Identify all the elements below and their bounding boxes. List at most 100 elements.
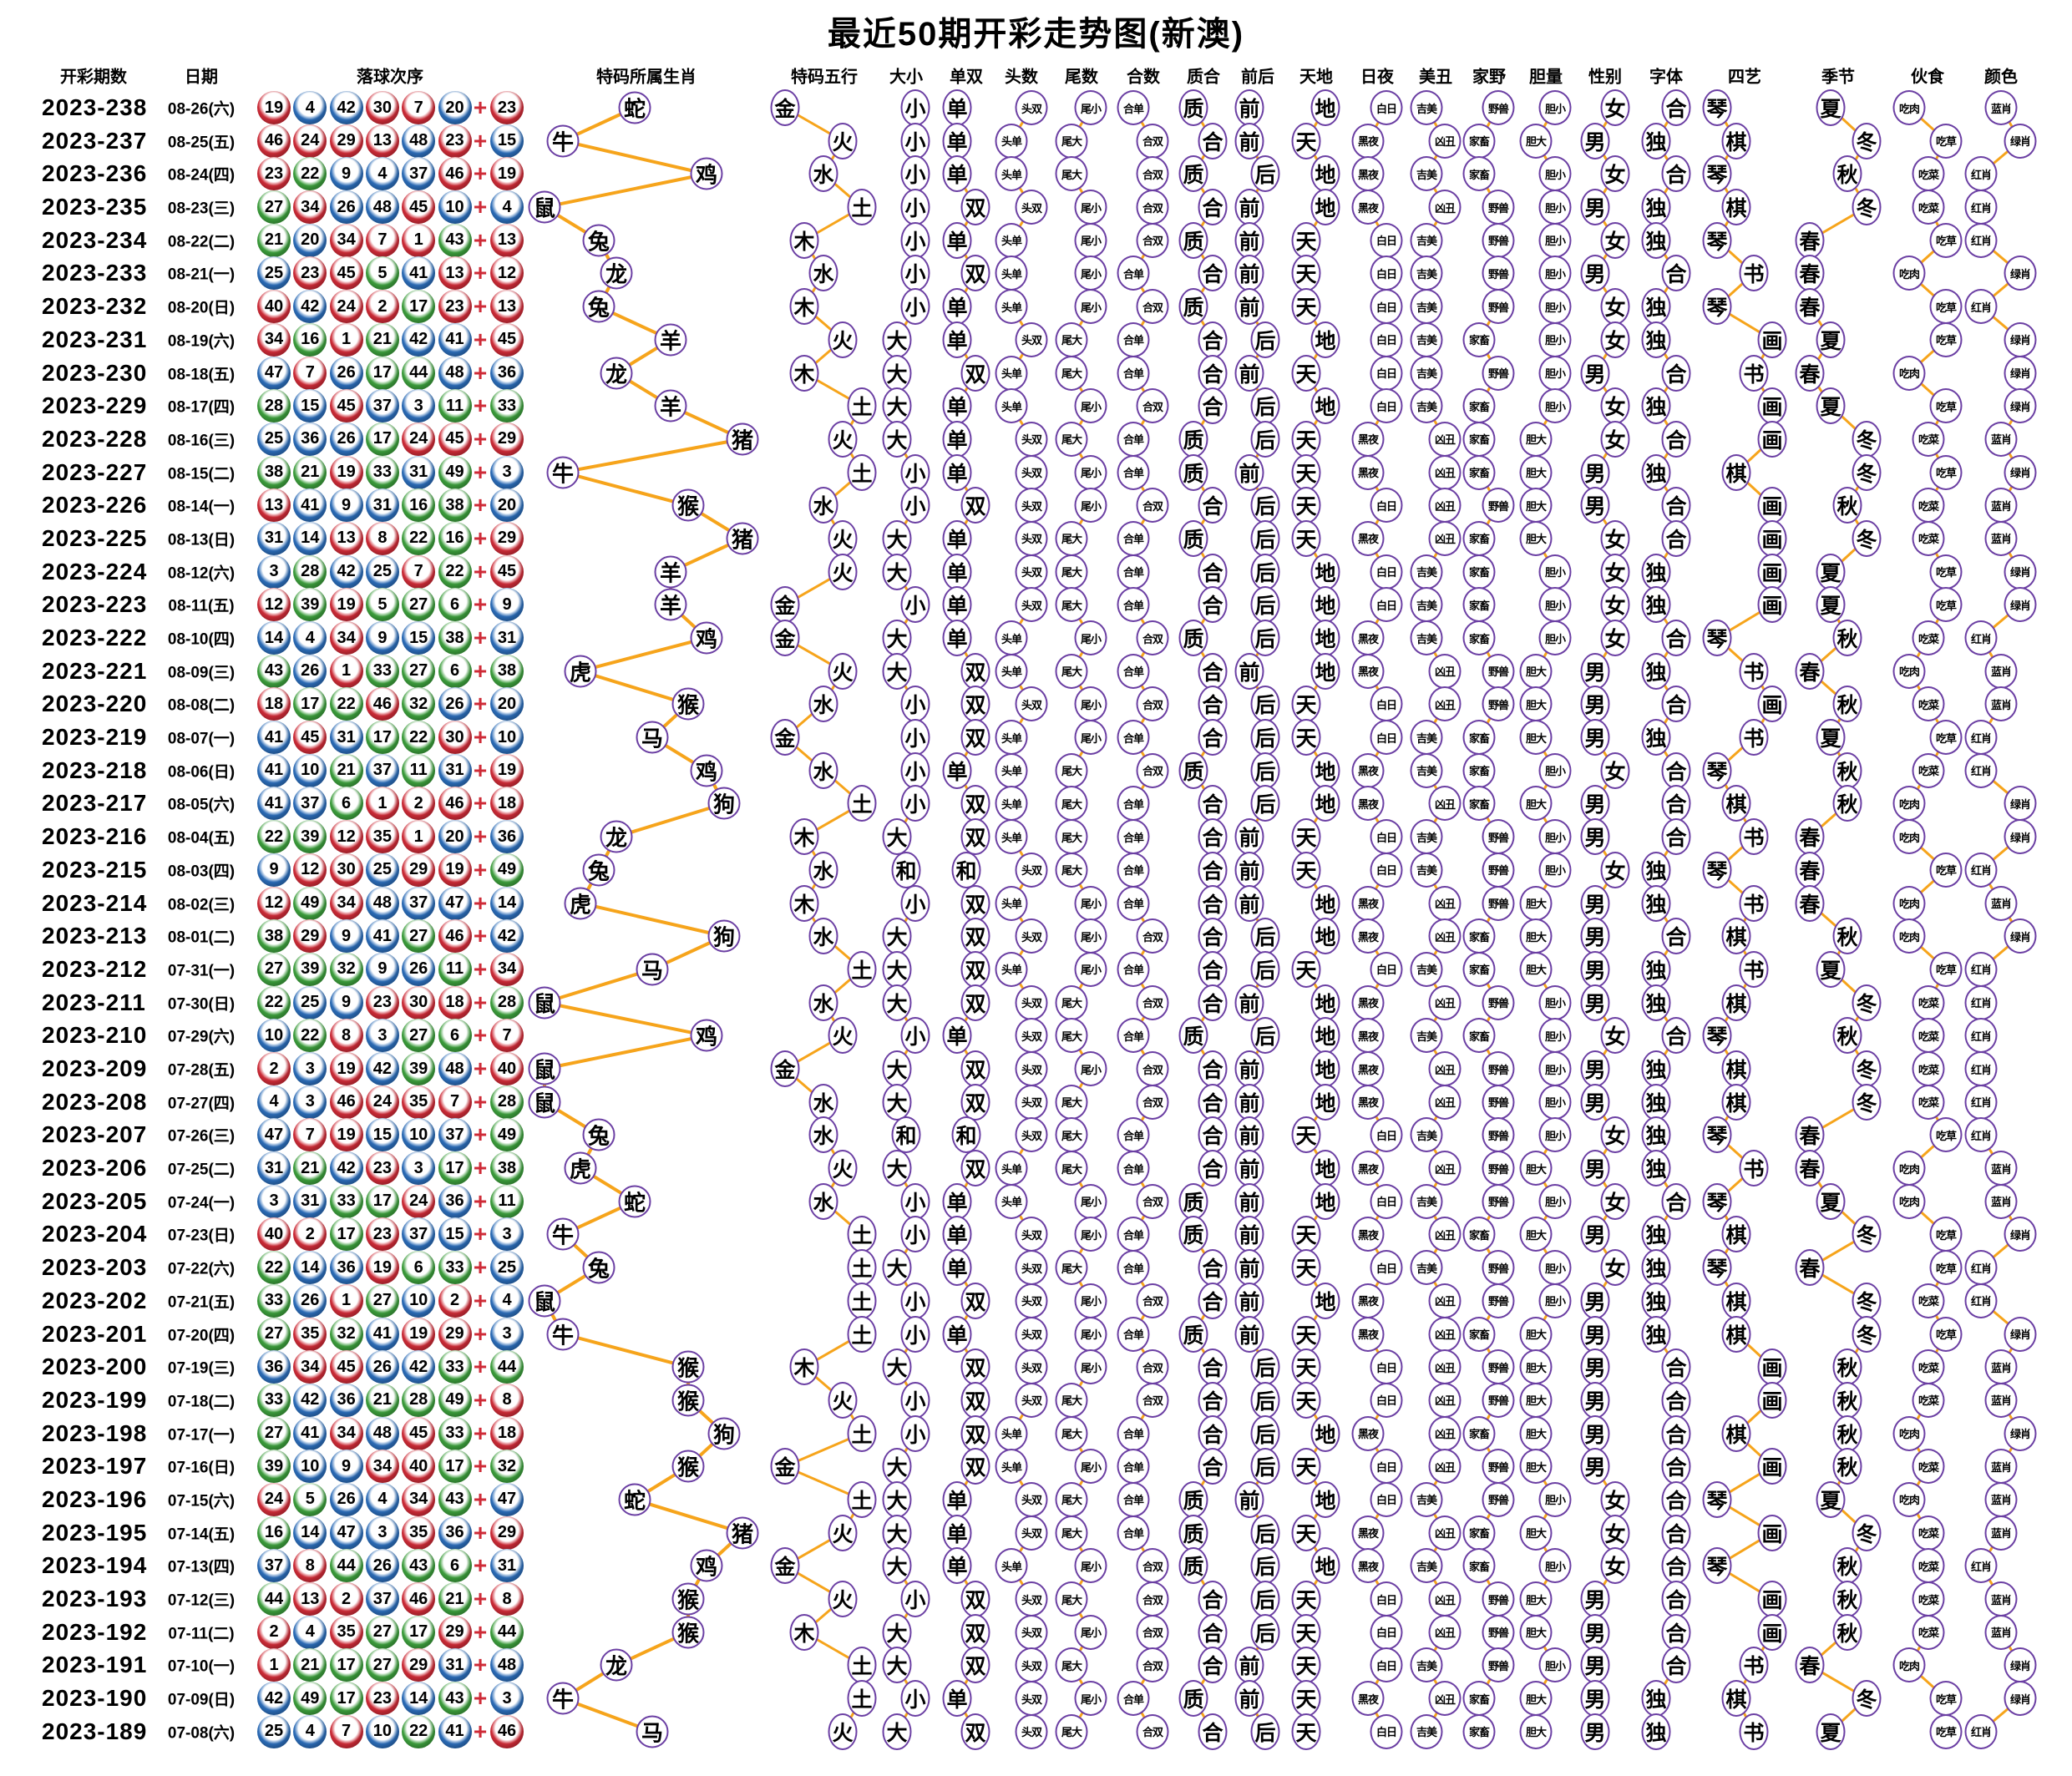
attribute-cell: 尾大 — [1055, 421, 1088, 457]
attribute-cell: 绿肖 — [2004, 256, 2037, 291]
ball: 43 — [438, 1482, 472, 1516]
date-label: 07-21(五) — [167, 1293, 236, 1312]
attribute-cell: 木 — [789, 884, 819, 922]
ball: 10 — [402, 1118, 436, 1152]
attribute-cell: 小 — [900, 155, 930, 193]
attribute-cell: 吃肉 — [1892, 885, 1926, 921]
plus-icon: + — [473, 1022, 488, 1049]
attribute-cell: 野兽 — [1482, 852, 1515, 888]
attribute-cell: 土 — [847, 1414, 877, 1452]
attribute-cell: 野兽 — [1482, 1614, 1515, 1650]
plus-icon: + — [473, 94, 488, 120]
attribute-cell: 小 — [900, 1216, 930, 1253]
date-label: 07-22(六) — [167, 1260, 236, 1278]
ball: 3 — [257, 554, 291, 589]
attribute-cell: 合单 — [1117, 90, 1150, 125]
ball: 48 — [365, 886, 399, 920]
attribute-cell: 棋 — [1721, 122, 1751, 159]
attribute-cell: 书 — [1739, 884, 1769, 922]
ball: 23 — [365, 1151, 399, 1186]
attribute-cell: 尾小 — [1074, 686, 1107, 722]
zodiac-cell: 羊 — [654, 323, 687, 357]
attribute-cell: 吃肉 — [1892, 1183, 1926, 1219]
date-label: 08-15(二) — [167, 465, 236, 483]
attribute-cell: 白日 — [1370, 951, 1403, 987]
attribute-cell: 天 — [1291, 354, 1321, 392]
attribute-cell: 头双 — [1015, 1349, 1048, 1385]
attribute-cell: 大 — [882, 1547, 912, 1585]
attribute-cell: 胆小 — [1538, 321, 1572, 357]
plus-icon: + — [473, 625, 488, 651]
special-ball: 28 — [490, 985, 524, 1020]
attribute-cell: 画 — [1757, 1448, 1787, 1485]
plus-icon: + — [473, 194, 488, 220]
attribute-cell: 家畜 — [1462, 720, 1496, 756]
attribute-cell: 尾大 — [1055, 1415, 1088, 1451]
attribute-cell: 吉美 — [1410, 1183, 1443, 1219]
attribute-cell: 野兽 — [1482, 1117, 1515, 1153]
attribute-cell: 吉美 — [1410, 1548, 1443, 1584]
zodiac-cell: 羊 — [654, 555, 687, 589]
date-label: 08-04(五) — [167, 829, 236, 848]
attribute-cell: 胆小 — [1538, 90, 1572, 125]
attribute-cell: 合单 — [1117, 1515, 1150, 1551]
attribute-cell: 吃草 — [1929, 720, 1963, 756]
attribute-cell: 胆小 — [1538, 1084, 1572, 1120]
attribute-cell: 合 — [1198, 1613, 1228, 1651]
attribute-cell: 野兽 — [1482, 819, 1515, 855]
attribute-cell: 胆大 — [1519, 951, 1553, 987]
ball: 24 — [402, 1184, 436, 1218]
attribute-cell: 单 — [942, 453, 972, 491]
attribute-cell: 合双 — [1136, 752, 1169, 788]
ball: 44 — [402, 356, 436, 390]
attribute-cell: 吃菜 — [1912, 156, 1945, 192]
attribute-cell: 尾大 — [1055, 1481, 1088, 1517]
attribute-cell: 合 — [1661, 620, 1691, 657]
zodiac-cell: 鼠 — [528, 1052, 561, 1085]
attribute-cell: 棋 — [1721, 918, 1751, 955]
attribute-cell: 尾大 — [1055, 1713, 1088, 1749]
attribute-cell: 合 — [1198, 1381, 1228, 1419]
ball: 33 — [438, 1350, 472, 1384]
attribute-cell: 家畜 — [1462, 918, 1496, 954]
ball: 42 — [402, 322, 436, 357]
attribute-cell: 家畜 — [1462, 520, 1496, 556]
attribute-cell: 冬 — [1852, 984, 1882, 1021]
attribute-cell: 吉美 — [1410, 620, 1443, 656]
attribute-cell: 凶丑 — [1428, 653, 1462, 689]
column-header: 落球次序 — [357, 68, 423, 87]
attribute-cell: 画 — [1757, 586, 1787, 624]
attribute-cell: 头双 — [1015, 1084, 1048, 1120]
attribute-cell: 秋 — [1832, 686, 1862, 723]
attribute-cell: 春 — [1795, 354, 1825, 392]
attribute-cell: 画 — [1757, 321, 1787, 358]
attribute-cell: 合 — [1198, 1647, 1228, 1684]
attribute-cell: 地 — [1310, 1050, 1340, 1087]
attribute-cell: 胆大 — [1519, 1515, 1553, 1551]
attribute-cell: 凶丑 — [1428, 1349, 1462, 1385]
ball: 41 — [257, 787, 291, 821]
attribute-cell: 天 — [1291, 1613, 1321, 1651]
ball: 26 — [365, 1549, 399, 1583]
attribute-cell: 独 — [1641, 1116, 1671, 1154]
attribute-cell: 地 — [1310, 155, 1340, 193]
attribute-cell: 合单 — [1117, 355, 1150, 391]
attribute-cell: 天 — [1291, 719, 1321, 756]
special-ball: 46 — [490, 1714, 524, 1748]
ball: 25 — [257, 1714, 291, 1748]
attribute-cell: 野兽 — [1482, 1183, 1515, 1219]
ball: 35 — [365, 820, 399, 854]
column-header: 头数 — [1005, 68, 1038, 87]
date-label: 07-30(日) — [167, 995, 236, 1014]
attribute-cell: 野兽 — [1482, 1481, 1515, 1517]
attribute-cell: 白日 — [1370, 355, 1403, 391]
special-ball: 33 — [490, 389, 524, 423]
attribute-cell: 凶丑 — [1428, 421, 1462, 457]
special-ball: 29 — [490, 1515, 524, 1550]
column-header: 日期 — [185, 68, 218, 87]
attribute-cell: 黑夜 — [1351, 454, 1385, 490]
ball: 45 — [293, 721, 327, 755]
attribute-cell: 合双 — [1136, 488, 1169, 524]
plus-icon: + — [473, 1618, 488, 1645]
attribute-cell: 绿肖 — [2004, 123, 2037, 159]
